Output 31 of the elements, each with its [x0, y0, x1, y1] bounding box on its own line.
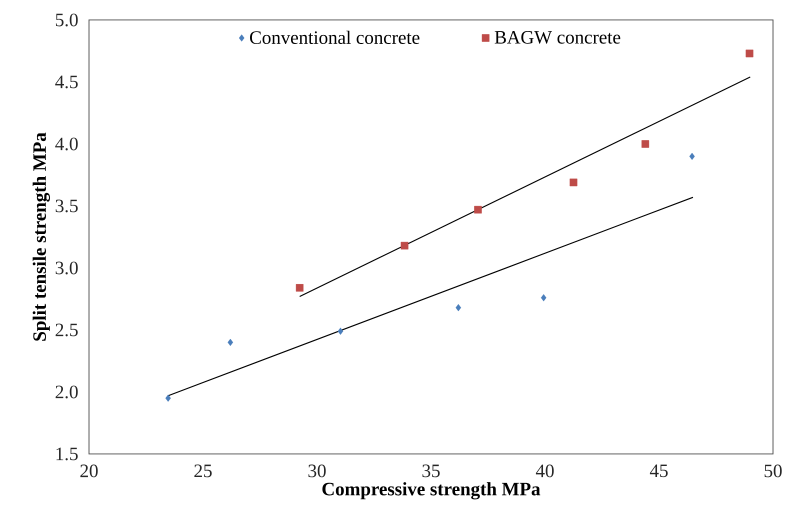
point: [474, 206, 482, 214]
point: [228, 338, 234, 346]
y-axis-title: Split tensile strength MPa: [32, 132, 50, 341]
legend-label: BAGW concrete: [494, 30, 620, 44]
point: [165, 394, 171, 402]
x-tick-label: 25: [194, 464, 212, 478]
point: [746, 50, 754, 58]
point: [570, 178, 578, 186]
x-tick-label: 20: [80, 464, 98, 478]
legend-label: Conventional concrete: [250, 30, 420, 44]
y-tick-label: 2.5: [56, 324, 78, 336]
x-tick-label: 30: [308, 464, 326, 478]
x-tick-label: 40: [536, 464, 554, 478]
y-tick-label: 4.0: [55, 138, 78, 150]
x-axis-title: Compressive strength MPa: [322, 482, 540, 500]
x-tick-label: 45: [650, 464, 668, 478]
y-tick-label: 1.5: [56, 448, 78, 460]
y-tick-label: 5.0: [56, 14, 78, 26]
y-tick-label: 3.5: [56, 200, 78, 212]
point: [540, 294, 546, 302]
point: [642, 140, 650, 148]
y-tick-label: 4.5: [55, 76, 78, 88]
y-tick-label: 3.0: [56, 262, 78, 274]
point: [400, 242, 408, 250]
x-tick-label: 50: [764, 464, 782, 478]
point: [689, 152, 695, 160]
point: [338, 328, 344, 335]
point: [296, 284, 304, 292]
x-tick-label: 35: [422, 464, 440, 478]
y-tick-label: 2.0: [56, 386, 78, 398]
point: [456, 304, 462, 312]
